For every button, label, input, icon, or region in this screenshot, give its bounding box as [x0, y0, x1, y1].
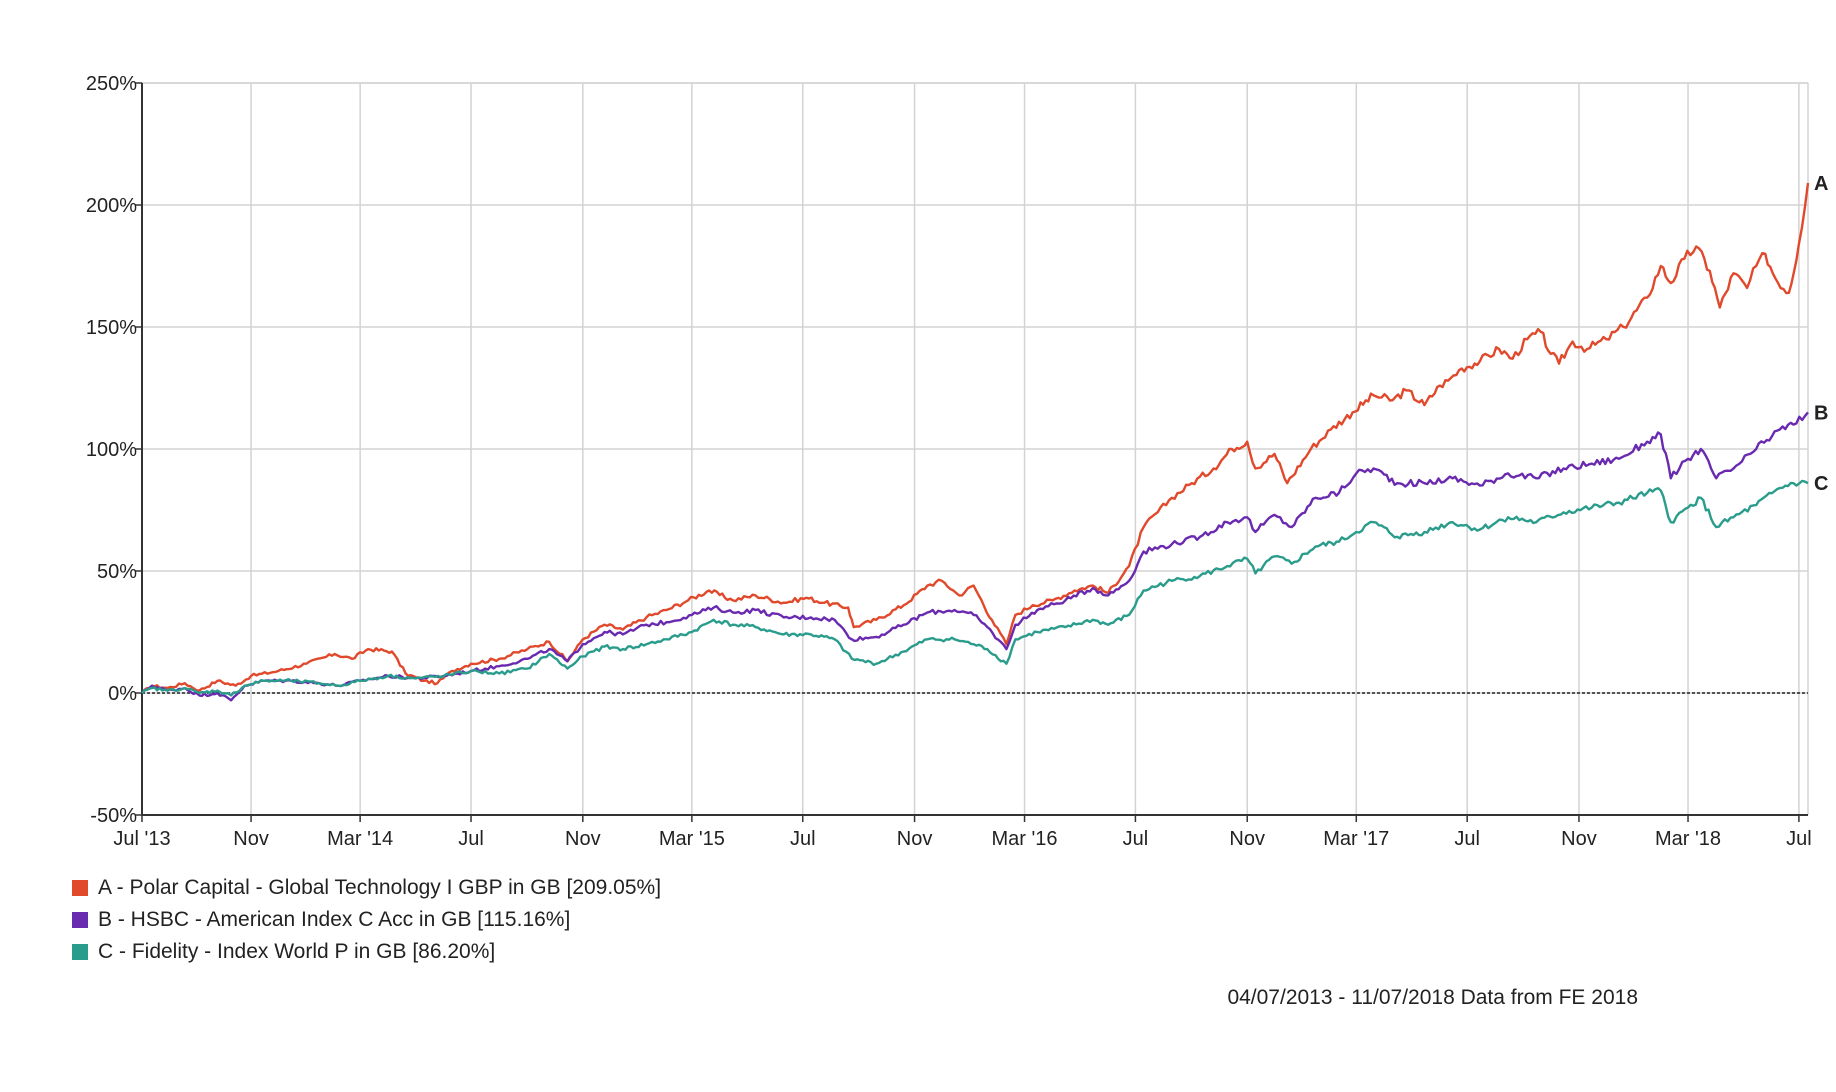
legend-item-c: C - Fidelity - Index World P in GB [86.2…	[72, 936, 661, 968]
y-tick-label: 0%	[108, 683, 137, 705]
series-end-labels: A B C	[1814, 173, 1828, 495]
legend-label-b: B - HSBC - American Index C Acc in GB [1…	[98, 908, 571, 931]
series-line-c	[141, 479, 1809, 697]
legend-label-a: A - Polar Capital - Global Technology I …	[98, 876, 662, 899]
y-tick-label: 100%	[86, 439, 137, 461]
series-line-a	[141, 182, 1810, 694]
y-tick-label: 150%	[86, 317, 137, 339]
grid	[141, 82, 1809, 816]
y-tick-label: 250%	[86, 73, 137, 95]
data-source-note: 04/07/2013 - 11/07/2018 Data from FE 201…	[1227, 986, 1638, 1009]
legend-swatch-b	[72, 912, 88, 928]
series-lines	[141, 182, 1810, 702]
y-tick-label: -50%	[90, 805, 137, 827]
x-tick-label: Mar '18	[1655, 828, 1721, 850]
x-tick-label: Nov	[1561, 828, 1597, 850]
y-tick-label: 50%	[97, 561, 137, 583]
x-tick-label: Jul	[790, 828, 816, 850]
x-tick-label: Jul	[1786, 828, 1812, 850]
x-tick-label: Nov	[1229, 828, 1265, 850]
x-tick-label: Mar '17	[1323, 828, 1389, 850]
x-tick-label: Jul '13	[113, 828, 170, 850]
x-tick-label: Jul	[1454, 828, 1480, 850]
series-end-label-c: C	[1814, 473, 1828, 495]
series-end-label-a: A	[1814, 173, 1828, 195]
legend-swatch-a	[72, 880, 88, 896]
series-end-label-b: B	[1814, 402, 1828, 424]
legend-item-b: B - HSBC - American Index C Acc in GB [1…	[72, 904, 661, 936]
x-tick-label: Jul	[458, 828, 484, 850]
x-tick-label: Nov	[897, 828, 933, 850]
x-tick-label: Jul	[1123, 828, 1149, 850]
legend-swatch-c	[72, 944, 88, 960]
x-tick-label: Mar '15	[659, 828, 725, 850]
x-tick-label: Mar '14	[327, 828, 393, 850]
axes: 250% 200% 150% 100% 50% 0% -50%Jul '13 Nov Mar '…	[86, 73, 1812, 850]
series-line-b	[141, 411, 1809, 702]
x-tick-label: Nov	[233, 828, 269, 850]
y-tick-label: 200%	[86, 195, 137, 217]
legend: A - Polar Capital - Global Technology I …	[72, 872, 661, 968]
legend-label-c: C - Fidelity - Index World P in GB [86.2…	[98, 940, 496, 963]
x-tick-label: Mar '16	[991, 828, 1057, 850]
legend-item-a: A - Polar Capital - Global Technology I …	[72, 872, 661, 904]
x-tick-label: Nov	[565, 828, 601, 850]
